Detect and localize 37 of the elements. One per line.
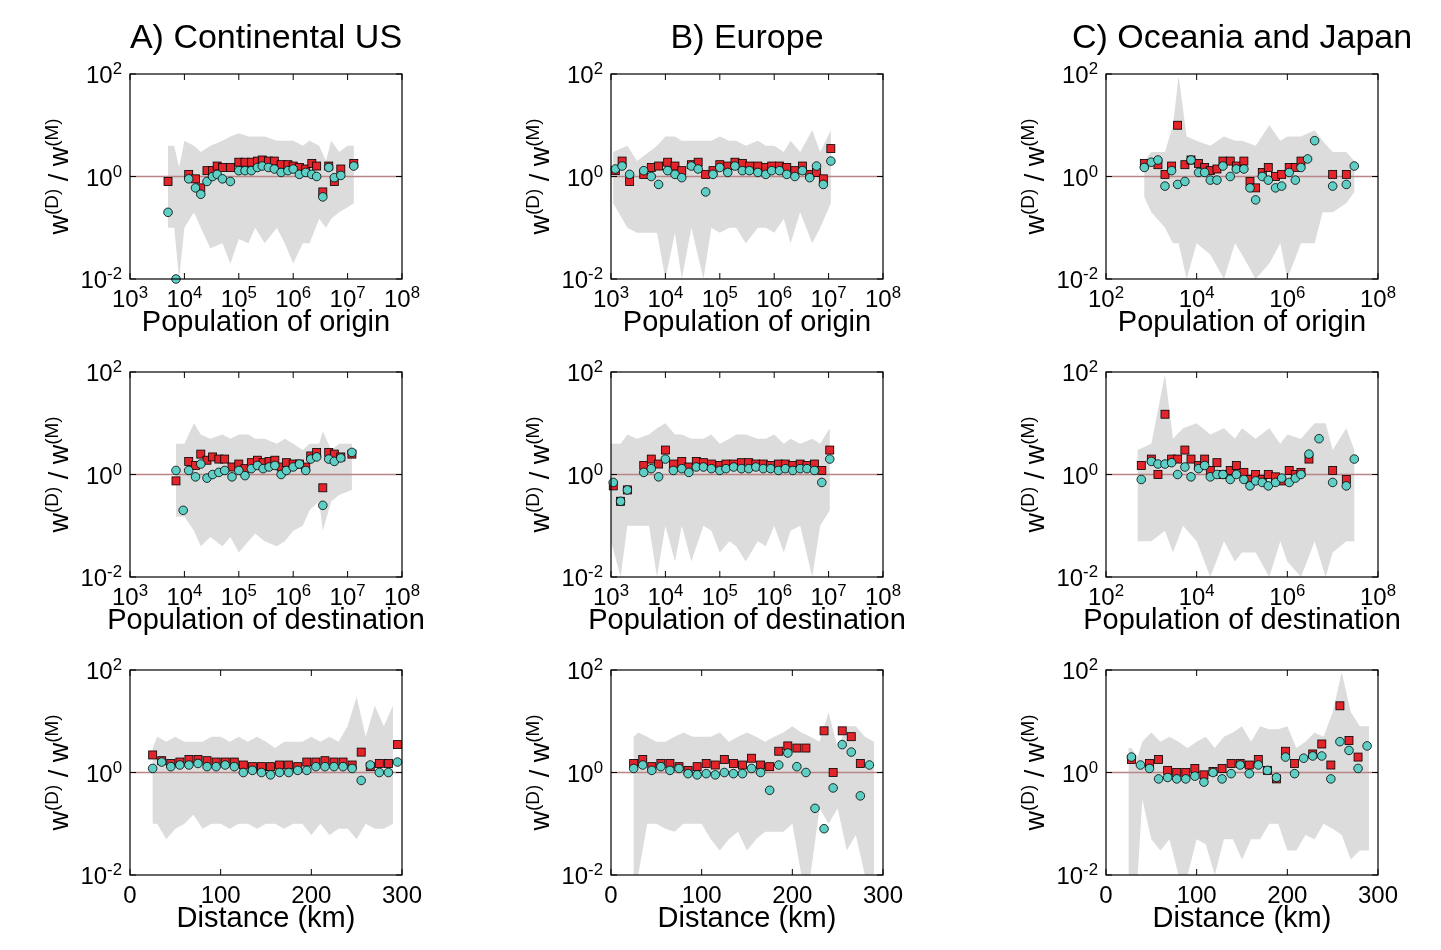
y-tick-label: 10$^{0}$ [1061, 161, 1098, 191]
y-tick-label: 10$^{2}$ [85, 356, 122, 386]
chart-title: A) Continental US [129, 17, 403, 55]
y-tick-label: 10$^{2}$ [1061, 58, 1098, 88]
y-tick-label: 10$^{0}$ [566, 459, 603, 489]
x-tick-label: 10$^{8}$ [383, 282, 421, 312]
chart-title: C) Oceania and Japan [1071, 17, 1413, 55]
x-tick-label: 0 [604, 881, 618, 908]
y-tick-label: 10$^{-2}$ [1056, 859, 1098, 889]
x-tick-label: 10$^{4}$ [166, 282, 203, 312]
y-tick-label: 10$^{0}$ [85, 757, 122, 787]
y-tick-label: 10$^{2}$ [1061, 356, 1098, 386]
y-tick-label: 10$^{2}$ [566, 654, 603, 684]
x-tick-label: 10$^{5}$ [701, 580, 738, 610]
y-tick-label: 10$^{0}$ [1061, 757, 1098, 787]
x-tick-label: 300 [1357, 881, 1399, 908]
y-tick-label: 10$^{2}$ [1061, 654, 1098, 684]
y-tick-label: 10$^{0}$ [566, 757, 603, 787]
x-tick-label: 0 [1099, 881, 1113, 908]
x-tick-label: 300 [381, 881, 423, 908]
y-tick-label: 10$^{-2}$ [80, 859, 122, 889]
y-tick-label: 10$^{2}$ [566, 356, 603, 386]
chart-title: B) Europe [670, 17, 824, 55]
x-tick-label: 10$^{5}$ [220, 580, 257, 610]
y-tick-label: 10$^{-2}$ [561, 859, 603, 889]
x-tick-label: 300 [862, 881, 904, 908]
y-tick-label: 10$^{0}$ [85, 459, 122, 489]
x-tick-label: 10$^{8}$ [1359, 282, 1397, 312]
x-tick-label: 10$^{8}$ [864, 282, 902, 312]
y-tick-label: 10$^{2}$ [85, 58, 122, 88]
y-tick-label: 10$^{2}$ [85, 654, 122, 684]
y-tick-label: 10$^{0}$ [1061, 459, 1098, 489]
x-tick-label: 10$^{4}$ [647, 282, 684, 312]
y-tick-label: 10$^{2}$ [566, 58, 603, 88]
x-tick-label: 0 [123, 881, 137, 908]
y-tick-label: 10$^{0}$ [566, 161, 603, 191]
y-tick-label: 10$^{0}$ [85, 161, 122, 191]
